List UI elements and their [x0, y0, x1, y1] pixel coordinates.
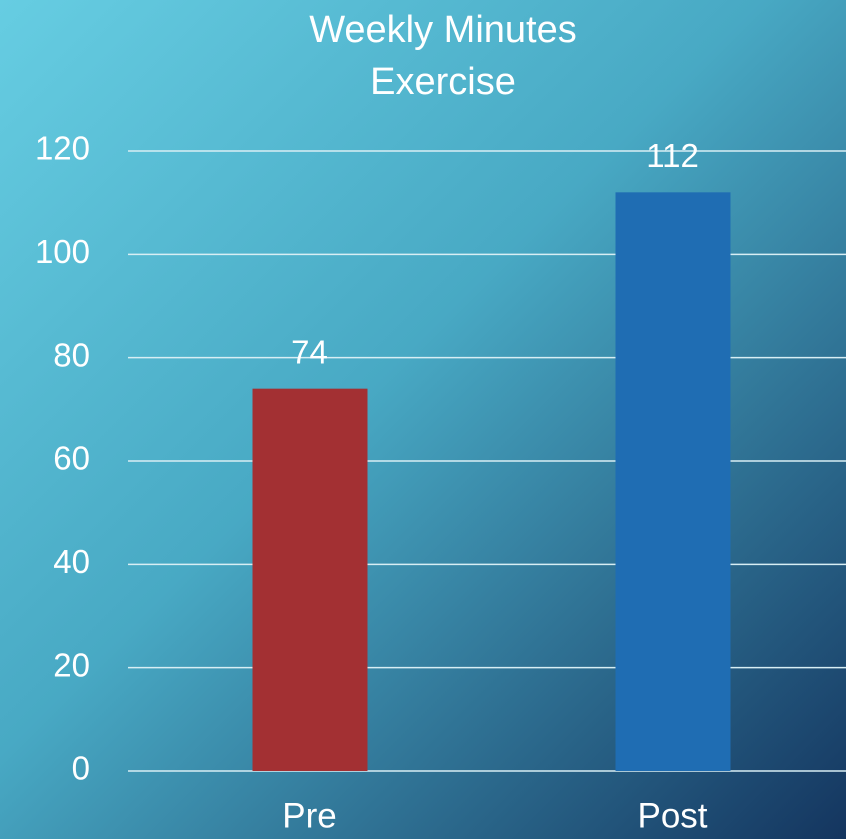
y-tick-label: 80 — [53, 336, 90, 373]
value-label: 112 — [646, 137, 699, 174]
y-tick-label: 0 — [72, 750, 90, 787]
y-tick-label: 60 — [53, 440, 90, 477]
y-tick-label: 40 — [53, 543, 90, 580]
x-tick-label: Pre — [282, 796, 336, 835]
value-label: 74 — [291, 333, 328, 370]
bar — [615, 192, 731, 772]
y-tick-label: 100 — [35, 233, 90, 270]
chart-title: Exercise — [370, 61, 516, 103]
y-tick-label: 120 — [35, 130, 90, 167]
x-tick-label: Post — [637, 796, 707, 835]
bar — [252, 388, 368, 771]
y-tick-label: 20 — [53, 646, 90, 683]
chart-title: Weekly Minutes — [309, 9, 577, 51]
